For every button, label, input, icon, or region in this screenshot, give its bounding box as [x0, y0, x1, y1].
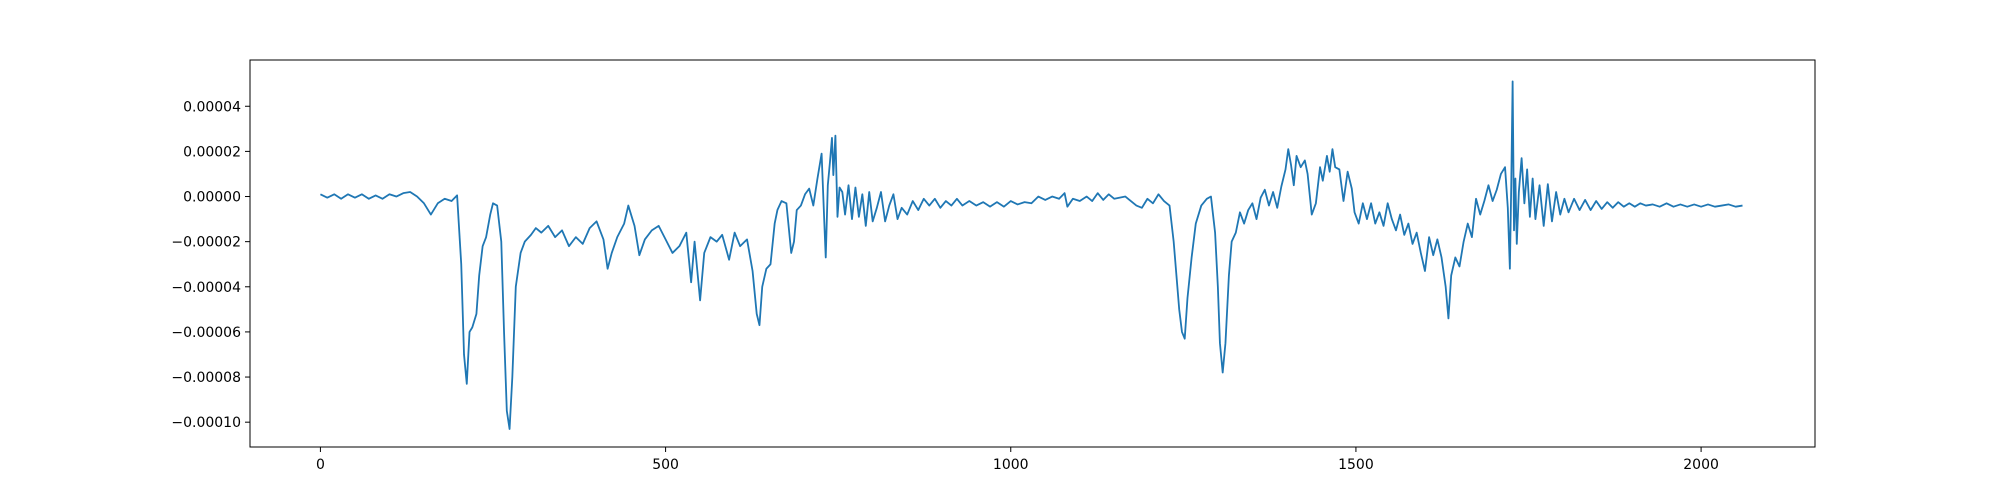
- series-layer: [320, 80, 1743, 430]
- x-tick-label: 500: [652, 457, 679, 473]
- y-tick-label: 0.00004: [183, 99, 241, 115]
- series-line: [320, 80, 1743, 430]
- y-tick-label: 0.00002: [183, 144, 241, 160]
- y-tick-label: −0.00006: [171, 325, 241, 341]
- x-tick-label: 0: [316, 457, 325, 473]
- y-tick-label: −0.00010: [171, 415, 241, 431]
- x-tick-label: 2000: [1683, 457, 1719, 473]
- y-tick-label: 0.00000: [183, 190, 241, 206]
- plot-frame: [249, 59, 1816, 448]
- y-tick-label: −0.00004: [171, 280, 241, 296]
- axes-layer: 0 500 1000 1500 2000 0.00004 0.00002 0.00000 −0.…: [171, 99, 1719, 473]
- x-tick-label: 1500: [1338, 457, 1374, 473]
- y-tick-label: −0.00002: [171, 235, 241, 251]
- y-tick-label: −0.00008: [171, 370, 241, 386]
- x-tick-label: 1000: [993, 457, 1029, 473]
